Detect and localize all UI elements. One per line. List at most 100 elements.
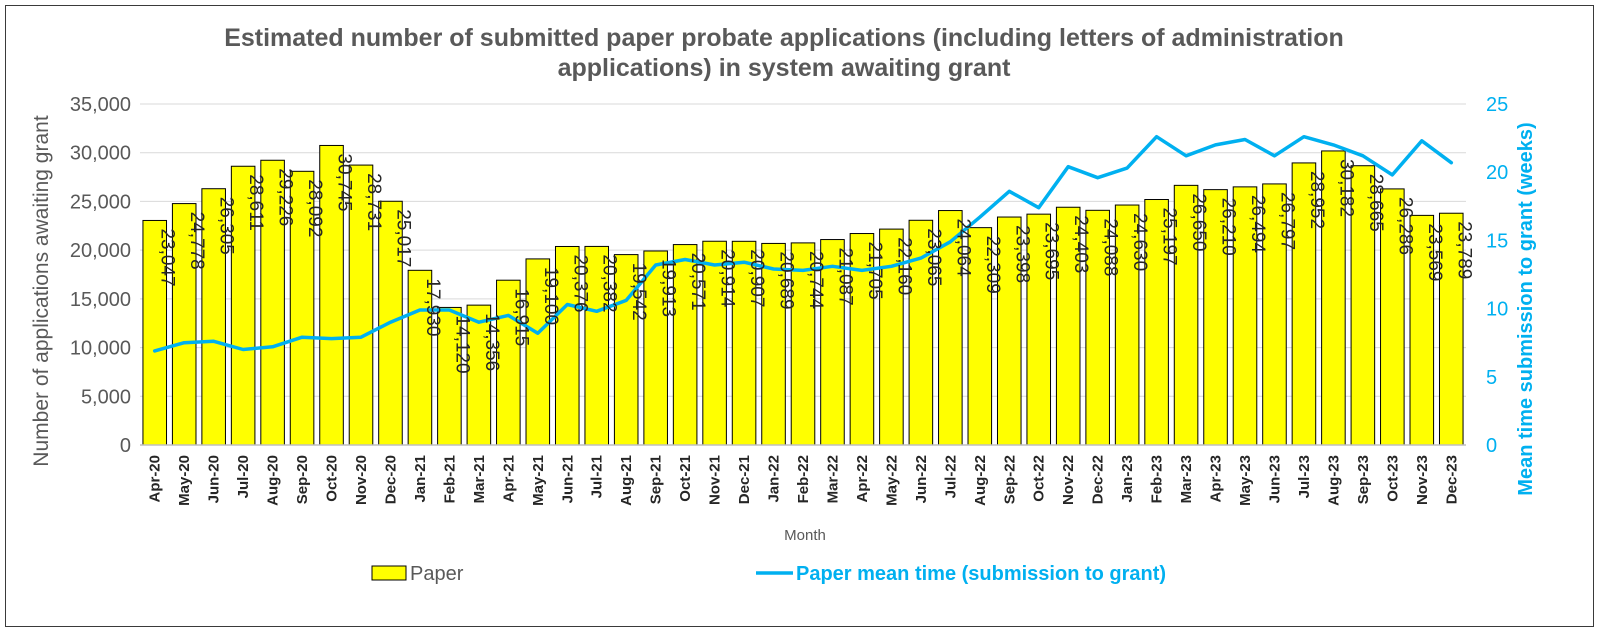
x-tick-label: Jun-21 [559,455,576,503]
x-tick-label: Nov-22 [1060,455,1077,505]
data-label: 28,092 [304,179,325,237]
data-label: 23,789 [1453,221,1474,279]
data-label: 26,210 [1218,198,1239,256]
x-tick-label: Feb-21 [441,455,458,503]
legend-label-mean-time: Paper mean time (submission to grant) [796,563,1166,585]
y-tick-label: 0 [120,435,131,457]
x-tick-label: Apr-23 [1208,455,1225,503]
data-label: 26,650 [1188,193,1209,251]
x-tick-label: Nov-20 [353,455,370,505]
x-tick-label: Feb-23 [1149,455,1166,503]
data-label: 24,630 [1129,213,1150,271]
x-axis-title: Month [784,527,826,544]
data-label: 20,376 [569,254,590,312]
data-label: 24,088 [1100,218,1121,276]
x-tick-label: Dec-21 [736,455,753,504]
x-tick-label: Apr-20 [147,455,164,503]
x-tick-label: Jun-22 [913,455,930,503]
x-tick-label: Oct-22 [1031,455,1048,502]
y-tick-label: 5,000 [81,386,131,408]
data-label: 29,226 [275,168,296,226]
data-label: 22,309 [982,236,1003,294]
x-tick-label: Oct-21 [677,455,694,502]
chart-title-line-1: Estimated number of submitted paper prob… [224,24,1344,52]
data-label: 24,064 [952,219,973,278]
legend: Paper Paper mean time (submission to gra… [371,563,1166,585]
data-label: 24,403 [1070,215,1091,273]
data-label: 20,382 [599,254,620,312]
data-label: 26,286 [1394,197,1415,255]
data-label: 23,695 [1041,222,1062,280]
y-tick-label: 15,000 [70,289,131,311]
data-label: 20,907 [746,249,767,307]
x-tick-label: May-22 [883,455,900,506]
x-tick-label: Jul-23 [1296,455,1313,498]
y2-tick-label: 20 [1486,162,1508,184]
data-label: 23,047 [157,228,178,286]
x-tick-label: Aug-22 [972,455,989,506]
data-label: 23,398 [1011,225,1032,283]
x-tick-label: Apr-22 [854,455,871,503]
x-tick-label: Aug-21 [618,455,635,506]
x-tick-label: Mar-23 [1178,455,1195,503]
y-tick-label: 30,000 [70,143,131,165]
y-axis-title: Number of applications awaiting grant [30,115,53,467]
data-label: 30,182 [1335,159,1356,217]
x-tick-label: Jan-21 [412,455,429,503]
chart-title-line-2: applications) in system awaiting grant [558,54,1012,82]
x-tick-label: Sep-20 [294,455,311,504]
data-label: 26,494 [1247,195,1268,254]
data-label: 26,797 [1276,192,1297,250]
x-tick-label: Feb-22 [795,455,812,503]
y2-tick-label: 5 [1486,367,1497,389]
data-label: 20,571 [687,253,708,311]
data-label: 17,930 [422,278,443,336]
x-tick-label: Jan-23 [1119,455,1136,503]
data-label: 21,087 [834,248,855,306]
y2-axis-title: Mean time submission to grant (weeks) [1515,122,1537,495]
x-tick-label: Aug-23 [1325,455,1342,506]
x-tick-label: Sep-22 [1001,455,1018,504]
x-tick-label: Oct-23 [1384,455,1401,502]
x-tick-label: May-23 [1237,455,1254,506]
x-tick-label: Mar-21 [471,455,488,503]
x-tick-label: Nov-21 [707,455,724,505]
data-label: 19,100 [540,267,561,325]
data-label: 14,356 [481,313,502,371]
data-label: 25,017 [392,209,413,267]
data-label: 30,745 [334,153,355,211]
data-label: 20,689 [776,251,797,309]
bar-series [142,144,1464,446]
data-label: 28,952 [1306,171,1327,229]
mean-time-line [152,134,1454,353]
x-tick-label: Jul-20 [235,455,252,498]
x-tick-label: Nov-23 [1414,455,1431,505]
x-tick-label: Oct-20 [324,455,341,502]
x-tick-label: Dec-20 [382,455,399,504]
x-tick-label: Sep-23 [1355,455,1372,504]
x-tick-label: Dec-23 [1443,455,1460,504]
x-tick-label: Apr-21 [500,455,517,503]
y2-tick-label: 0 [1486,435,1497,457]
x-tick-label: Jan-22 [766,455,783,503]
data-labels: 23,047 24,778 26,305 28,611 29,226 28,092 30,7… [157,153,1475,373]
data-label: 20,744 [805,251,826,310]
data-label: 24,778 [186,212,207,270]
x-axis-ticks: Apr-20 May-20 Jun-20 Jul-20 Aug-20 Sep-20 Oct-… [147,455,1461,506]
x-tick-label: Sep-21 [648,455,665,504]
data-label: 20,914 [717,249,738,308]
x-tick-label: Dec-22 [1090,455,1107,504]
x-tick-label: Jul-21 [589,455,606,498]
data-label: 23,569 [1424,223,1445,281]
x-tick-label: Jun-20 [206,455,223,503]
y2-tick-label: 15 [1486,230,1508,252]
chart-frame: Estimated number of submitted paper prob… [5,5,1594,627]
data-label: 28,665 [1365,174,1386,232]
data-label: 19,542 [628,263,649,321]
x-tick-label: May-20 [176,455,193,506]
data-label: 26,305 [216,197,237,255]
x-tick-label: May-21 [530,455,547,506]
legend-label-paper: Paper [410,563,464,585]
y-axis-ticks: 0 5,000 10,000 15,000 20,000 25,000 30,000 35,0… [70,94,131,457]
data-label: 14,120 [451,315,472,373]
